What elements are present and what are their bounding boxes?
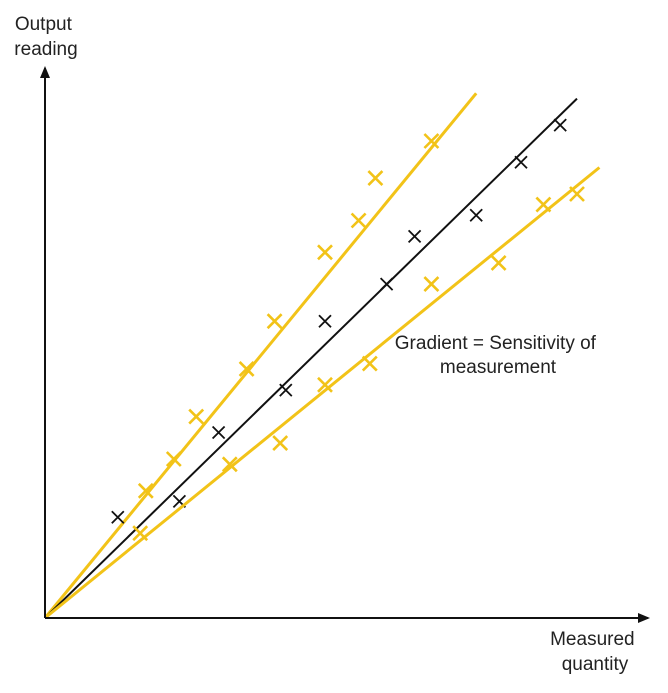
series-1-point-6: [317, 244, 333, 261]
y-axis-label: Output reading: [14, 14, 77, 60]
series-2-point-3: [211, 425, 226, 440]
series-3-point-2: [221, 456, 238, 473]
y-axis-label-line-1: Output: [15, 14, 73, 35]
series-2-point-8: [469, 208, 483, 222]
series-2-point-7: [407, 229, 422, 244]
x-axis-label-line-1: Measured: [550, 629, 635, 650]
series-1-point-4: [238, 360, 255, 377]
series-2-point-4: [279, 383, 293, 397]
series-2-point-9: [514, 155, 528, 169]
series-2-line: [44, 97, 578, 619]
series-1-point-9: [423, 133, 440, 149]
series-2-point-1: [111, 510, 125, 524]
series-1-point-3: [188, 408, 205, 425]
series-1-line: [43, 92, 478, 619]
series-3-point-6: [423, 276, 440, 293]
gradient-annotation: Gradient = Sensitivity of measurement: [395, 333, 601, 378]
annotation-line-2: measurement: [440, 357, 557, 378]
series-3-point-4: [317, 376, 333, 393]
series-3-point-3: [272, 435, 289, 452]
series-1-point-5: [266, 313, 283, 330]
series-3-point-9: [569, 186, 585, 202]
series-3-point-8: [535, 196, 552, 213]
series-1-point-1: [137, 482, 154, 499]
series-1-point-7: [350, 212, 367, 229]
annotation-line-1: Gradient = Sensitivity of: [395, 333, 597, 354]
series-2-point-5: [318, 314, 332, 328]
series-3-line: [44, 166, 601, 620]
series-1-point-2: [165, 451, 182, 467]
series-3-point-1: [132, 525, 149, 542]
x-axis-label: Measured quantity: [550, 629, 640, 675]
series-1-point-8: [367, 170, 384, 187]
series-2-point-6: [379, 277, 394, 291]
series-layer: [43, 92, 601, 620]
x-axis-label-line-2: quantity: [562, 654, 629, 675]
series-3-point-7: [490, 254, 507, 271]
y-axis-label-line-2: reading: [14, 39, 77, 60]
series-3-point-5: [361, 355, 378, 372]
series-2-point-10: [553, 118, 567, 132]
